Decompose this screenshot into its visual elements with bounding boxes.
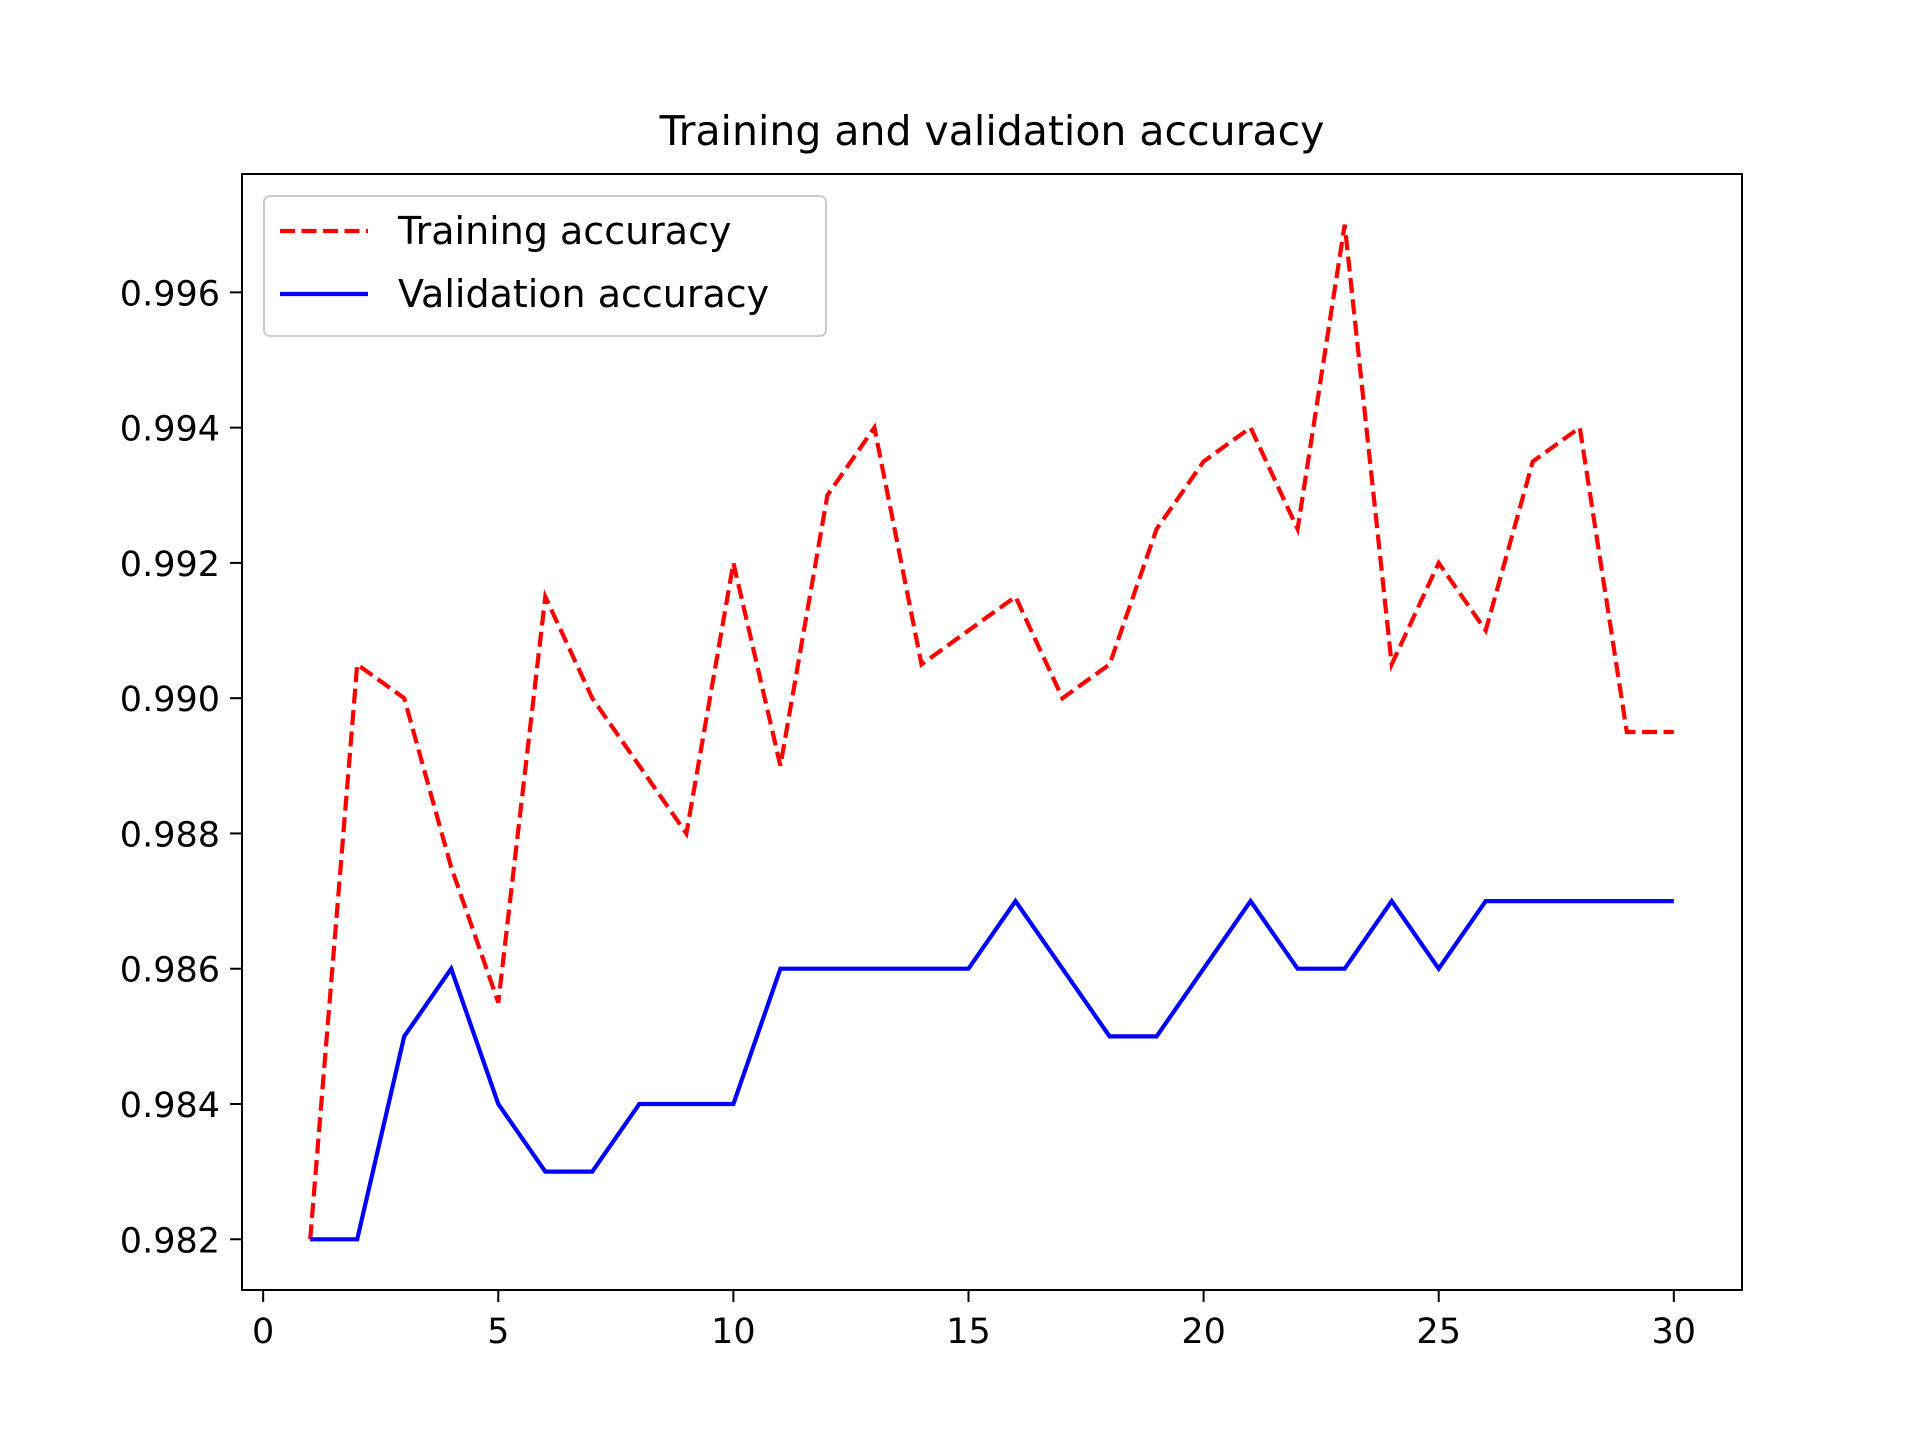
series-line-training bbox=[308, 224, 1674, 1240]
y-tick-label: 0.986 bbox=[120, 951, 220, 991]
y-tick-label: 0.990 bbox=[120, 680, 220, 720]
chart-title: Training and validation accuracy bbox=[659, 107, 1325, 155]
x-tick-label: 15 bbox=[946, 1312, 991, 1352]
y-tick-label: 0.984 bbox=[120, 1086, 220, 1126]
plot-area bbox=[308, 224, 1674, 1242]
y-tick-label: 0.994 bbox=[120, 410, 220, 450]
x-tick-label: 25 bbox=[1416, 1312, 1461, 1352]
y-tick-label: 0.982 bbox=[120, 1221, 220, 1261]
y-tick-label: 0.992 bbox=[120, 545, 220, 585]
legend-label-training: Training accuracy bbox=[397, 209, 731, 253]
x-tick-label: 5 bbox=[487, 1312, 509, 1352]
axes: 0 5 10 15 20 25 30 0.982 0.984 0.986 0.988 0.990 0.9… bbox=[120, 173, 1743, 1352]
x-tick-label: 0 bbox=[252, 1312, 274, 1352]
x-tick-label: 30 bbox=[1652, 1312, 1697, 1352]
plot-frame bbox=[241, 173, 1743, 1291]
legend: Training accuracy Validation accuracy bbox=[263, 195, 827, 337]
y-tick-label: 0.988 bbox=[120, 815, 220, 855]
series-line-validation bbox=[310, 897, 1674, 1242]
y-tick-label: 0.996 bbox=[120, 274, 220, 314]
legend-box bbox=[263, 195, 827, 337]
x-tick-label: 20 bbox=[1181, 1312, 1226, 1352]
x-tick-label: 10 bbox=[711, 1312, 756, 1352]
legend-label-validation: Validation accuracy bbox=[398, 272, 769, 316]
